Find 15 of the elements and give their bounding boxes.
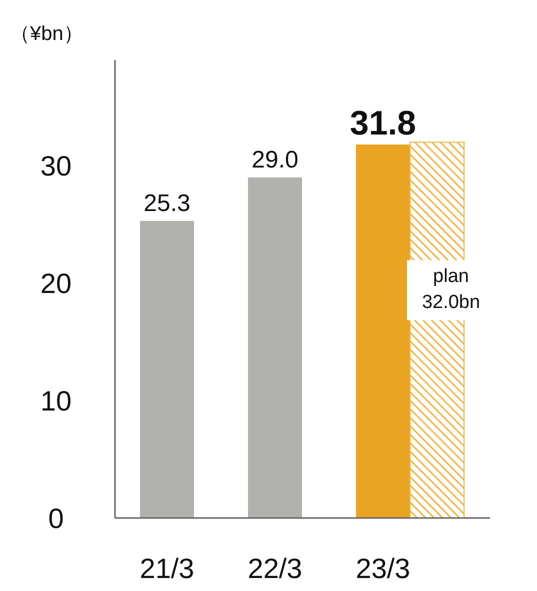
data-label: plan 32.0bn [422,266,480,314]
data-label: 31.8 [350,104,416,143]
x-tick-label: 23/3 [356,553,410,584]
data-label: 25.3 [144,190,190,217]
bar [356,144,410,518]
y-axis-title: （¥bn） [10,23,84,45]
y-tick-label: 30 [40,150,72,182]
y-tick-label: 10 [40,385,72,416]
y-tick-label: 0 [48,502,64,534]
bar [248,177,302,518]
x-tick-label: 21/3 [140,553,194,584]
bar [140,220,194,518]
data-label: 29.0 [252,146,298,174]
y-tick-label: 20 [40,268,72,299]
x-tick-label: 22/3 [248,553,302,584]
